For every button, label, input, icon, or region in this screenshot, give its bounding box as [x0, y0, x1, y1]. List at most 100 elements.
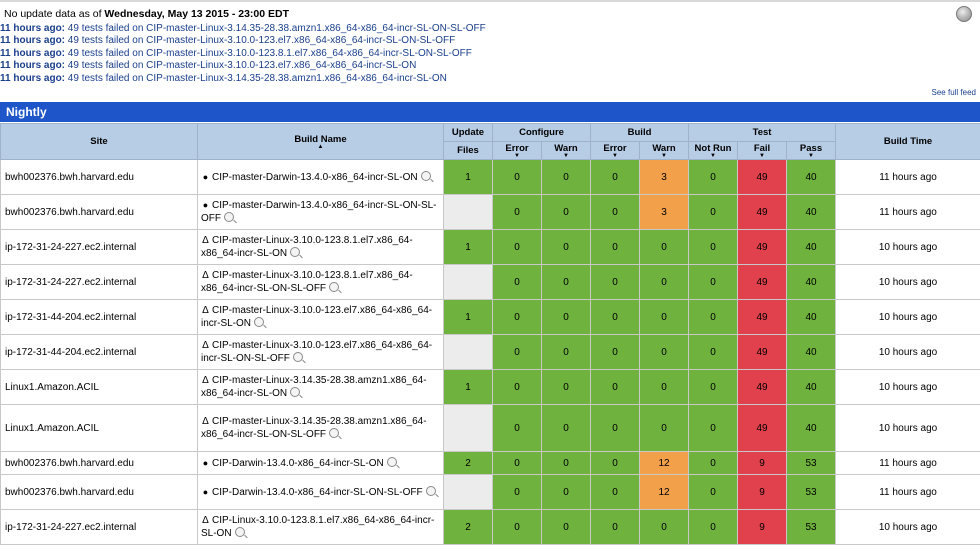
magnifier-icon[interactable]: [290, 386, 301, 397]
update-files-cell[interactable]: 1: [443, 369, 493, 405]
feed-item[interactable]: 11 hours ago: 49 tests failed on CIP-mas…: [0, 48, 980, 60]
test-not-run-cell[interactable]: 0: [688, 369, 739, 405]
feed-text[interactable]: 49 tests failed on CIP-master-Linux-3.10…: [65, 47, 472, 59]
rss-icon[interactable]: [956, 6, 972, 22]
test-pass-cell[interactable]: 40: [786, 334, 837, 370]
test-fail-cell[interactable]: 49: [737, 194, 788, 230]
build-name-cell[interactable]: ● CIP-Darwin-13.4.0-x86_64-incr-SL-ON: [197, 451, 444, 475]
test-pass-cell[interactable]: 53: [786, 509, 837, 545]
configure-warn-cell[interactable]: 0: [540, 159, 592, 195]
column-header-build-time[interactable]: Build Time: [835, 123, 980, 160]
configure-warn-cell[interactable]: 0: [540, 509, 592, 545]
build-name-link[interactable]: CIP-master-Darwin-13.4.0-x86_64-incr-SL-…: [212, 171, 418, 183]
magnifier-icon[interactable]: [420, 170, 431, 181]
build-warn-cell[interactable]: 0: [639, 229, 690, 265]
configure-error-cell[interactable]: 0: [492, 451, 542, 475]
update-files-cell[interactable]: 1: [443, 159, 493, 195]
build-name-cell[interactable]: ● CIP-master-Darwin-13.4.0-x86_64-incr-SL…: [197, 194, 444, 230]
update-files-cell[interactable]: [443, 404, 493, 452]
configure-warn-cell[interactable]: 0: [540, 334, 592, 370]
test-not-run-cell[interactable]: 0: [688, 509, 739, 545]
configure-error-cell[interactable]: 0: [492, 229, 542, 265]
column-header-configure-error[interactable]: Error ▼: [492, 141, 542, 160]
test-not-run-cell[interactable]: 0: [688, 404, 739, 452]
column-header-site[interactable]: Site: [0, 123, 198, 160]
update-files-cell[interactable]: [443, 334, 493, 370]
build-name-link[interactable]: CIP-master-Linux-3.14.35-28.38.amzn1.x86…: [201, 374, 427, 399]
test-pass-cell[interactable]: 40: [786, 299, 837, 335]
build-error-cell[interactable]: 0: [590, 299, 641, 335]
test-not-run-cell[interactable]: 0: [688, 299, 739, 335]
test-pass-cell[interactable]: 40: [786, 229, 837, 265]
build-warn-cell[interactable]: 0: [639, 404, 690, 452]
column-header-fail[interactable]: Fail ▼: [737, 141, 788, 160]
build-name-link[interactable]: CIP-Darwin-13.4.0-x86_64-incr-SL-ON-SL-O…: [212, 486, 423, 498]
update-files-cell[interactable]: [443, 474, 493, 510]
build-warn-cell[interactable]: 3: [639, 194, 690, 230]
test-fail-cell[interactable]: 49: [737, 264, 788, 300]
configure-warn-cell[interactable]: 0: [540, 299, 592, 335]
test-pass-cell[interactable]: 53: [786, 451, 837, 475]
column-header-build-warn[interactable]: Warn ▼: [639, 141, 690, 160]
test-fail-cell[interactable]: 49: [737, 334, 788, 370]
column-header-configure-warn[interactable]: Warn ▼: [540, 141, 592, 160]
build-name-cell[interactable]: Δ CIP-master-Linux-3.10.0-123.8.1.el7.x86…: [197, 229, 444, 265]
site-cell[interactable]: ip-172-31-24-227.ec2.internal: [0, 264, 198, 300]
build-error-cell[interactable]: 0: [590, 474, 641, 510]
magnifier-icon[interactable]: [290, 246, 301, 257]
site-cell[interactable]: ip-172-31-44-204.ec2.internal: [0, 299, 198, 335]
magnifier-icon[interactable]: [329, 427, 340, 438]
configure-warn-cell[interactable]: 0: [540, 451, 592, 475]
build-name-cell[interactable]: Δ CIP-master-Linux-3.10.0-123.el7.x86_64-…: [197, 334, 444, 370]
build-name-cell[interactable]: ● CIP-master-Darwin-13.4.0-x86_64-incr-SL…: [197, 159, 444, 195]
configure-warn-cell[interactable]: 0: [540, 474, 592, 510]
test-fail-cell[interactable]: 49: [737, 159, 788, 195]
see-full-feed-link[interactable]: See full feed: [931, 88, 976, 97]
test-pass-cell[interactable]: 40: [786, 404, 837, 452]
configure-error-cell[interactable]: 0: [492, 159, 542, 195]
feed-text[interactable]: 49 tests failed on CIP-master-Linux-3.14…: [65, 72, 447, 84]
test-fail-cell[interactable]: 49: [737, 229, 788, 265]
build-name-link[interactable]: CIP-master-Linux-3.10.0-123.8.1.el7.x86_…: [201, 234, 413, 259]
configure-warn-cell[interactable]: 0: [540, 404, 592, 452]
magnifier-icon[interactable]: [254, 316, 265, 327]
build-error-cell[interactable]: 0: [590, 334, 641, 370]
update-files-cell[interactable]: [443, 264, 493, 300]
column-header-files[interactable]: Files: [443, 141, 493, 160]
test-pass-cell[interactable]: 40: [786, 159, 837, 195]
test-not-run-cell[interactable]: 0: [688, 229, 739, 265]
site-cell[interactable]: bwh002376.bwh.harvard.edu: [0, 159, 198, 195]
site-cell[interactable]: ip-172-31-24-227.ec2.internal: [0, 509, 198, 545]
configure-warn-cell[interactable]: 0: [540, 194, 592, 230]
site-cell[interactable]: ip-172-31-44-204.ec2.internal: [0, 334, 198, 370]
test-not-run-cell[interactable]: 0: [688, 194, 739, 230]
build-name-cell[interactable]: Δ CIP-Linux-3.10.0-123.8.1.el7.x86_64-x86…: [197, 509, 444, 545]
build-warn-cell[interactable]: 0: [639, 264, 690, 300]
site-cell[interactable]: Linux1.Amazon.ACIL: [0, 404, 198, 452]
configure-warn-cell[interactable]: 0: [540, 264, 592, 300]
test-not-run-cell[interactable]: 0: [688, 451, 739, 475]
build-error-cell[interactable]: 0: [590, 159, 641, 195]
build-error-cell[interactable]: 0: [590, 509, 641, 545]
build-name-link[interactable]: CIP-master-Linux-3.10.0-123.el7.x86_64-x…: [201, 339, 433, 364]
test-pass-cell[interactable]: 40: [786, 264, 837, 300]
feed-item[interactable]: 11 hours ago: 49 tests failed on CIP-mas…: [0, 35, 980, 47]
build-warn-cell[interactable]: 12: [639, 474, 690, 510]
test-not-run-cell[interactable]: 0: [688, 264, 739, 300]
build-warn-cell[interactable]: 0: [639, 299, 690, 335]
test-pass-cell[interactable]: 40: [786, 194, 837, 230]
build-name-cell[interactable]: Δ CIP-master-Linux-3.10.0-123.8.1.el7.x86…: [197, 264, 444, 300]
build-warn-cell[interactable]: 0: [639, 369, 690, 405]
build-name-cell[interactable]: Δ CIP-master-Linux-3.10.0-123.el7.x86_64-…: [197, 299, 444, 335]
test-fail-cell[interactable]: 9: [737, 509, 788, 545]
update-files-cell[interactable]: [443, 194, 493, 230]
configure-error-cell[interactable]: 0: [492, 264, 542, 300]
feed-item[interactable]: 11 hours ago: 49 tests failed on CIP-mas…: [0, 60, 980, 72]
configure-error-cell[interactable]: 0: [492, 334, 542, 370]
update-files-cell[interactable]: 1: [443, 229, 493, 265]
test-pass-cell[interactable]: 53: [786, 474, 837, 510]
site-cell[interactable]: Linux1.Amazon.ACIL: [0, 369, 198, 405]
test-pass-cell[interactable]: 40: [786, 369, 837, 405]
build-name-link[interactable]: CIP-master-Linux-3.14.35-28.38.amzn1.x86…: [201, 415, 427, 440]
build-name-link[interactable]: CIP-Linux-3.10.0-123.8.1.el7.x86_64-x86_…: [201, 514, 435, 539]
